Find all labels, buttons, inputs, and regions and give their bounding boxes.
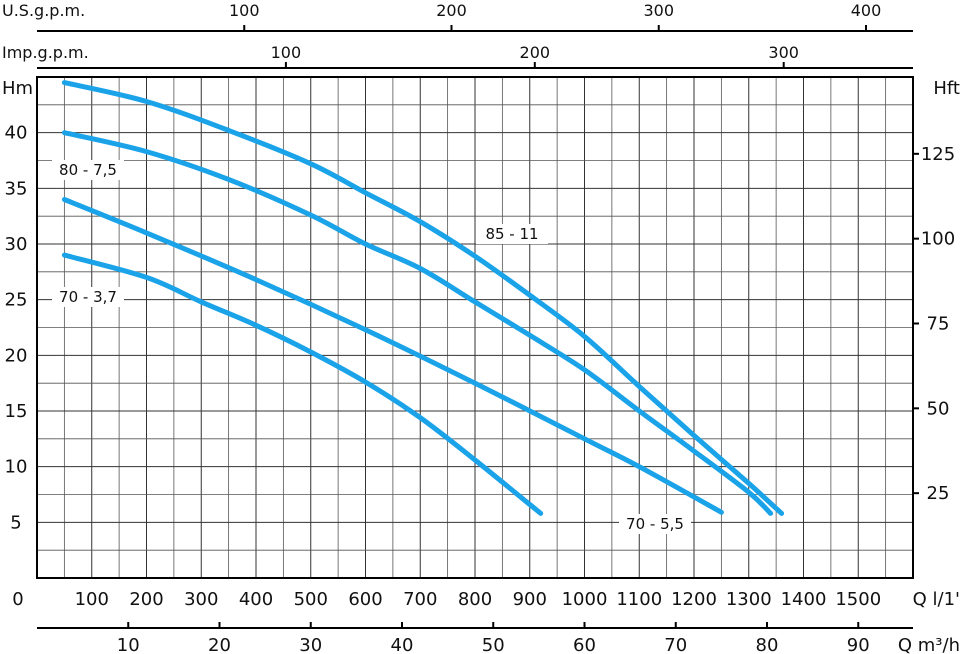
axes [36, 25, 919, 629]
imp-gpm-tick-label: 300 [768, 43, 799, 62]
lmin-axis-label: Q l/1' [913, 589, 960, 610]
lmin-tick-label: 800 [458, 589, 492, 610]
curve-label-bg [52, 160, 124, 180]
lmin-tick-label: 600 [348, 589, 382, 610]
m3h-tick-label: 80 [756, 635, 779, 654]
hm-tick-label: 30 [5, 234, 28, 255]
plot-frame [36, 76, 914, 579]
grid [37, 77, 913, 578]
imp-gpm-axis-label: Imp.g.p.m. [2, 43, 89, 62]
pump-curve-70-3-7 [61, 252, 544, 516]
lmin-tick-label: 1500 [835, 589, 881, 610]
lmin-tick-label: 1100 [616, 589, 662, 610]
us-gpm-tick-label: 300 [643, 1, 674, 20]
m3h-tick-label: 60 [573, 635, 596, 654]
pump-curve-80-7-5 [61, 130, 774, 516]
lmin-tick-label: 1400 [781, 589, 827, 610]
pump-curves [61, 80, 785, 516]
hm-tick-label: 20 [5, 345, 28, 366]
hm-tick-label: 25 [5, 290, 28, 311]
pump-curve-70-5-5 [61, 197, 724, 515]
m3h-tick-label: 90 [847, 635, 870, 654]
us-gpm-tick-label: 400 [851, 1, 882, 20]
lmin-tick-label: 1000 [562, 589, 608, 610]
m3h-axis-label: Q m³/h [898, 635, 960, 654]
curve-label-bg [476, 224, 548, 244]
hft-tick-label: 25 [927, 483, 950, 504]
lmin-tick-label: 500 [294, 589, 328, 610]
lmin-tick-label: 200 [129, 589, 163, 610]
lmin-tick-label: 300 [184, 589, 218, 610]
hm-tick-label: 35 [5, 178, 28, 199]
hft-tick-label: 75 [927, 313, 950, 334]
m3h-tick-label: 30 [299, 635, 322, 654]
lmin-tick-label: 900 [513, 589, 547, 610]
m3h-tick-label: 40 [391, 635, 414, 654]
hft-tick-label: 125 [921, 144, 955, 165]
m3h-tick-label: 20 [208, 635, 231, 654]
us-gpm-axis-label: U.S.g.p.m. [2, 1, 85, 20]
lmin-tick-label: 1200 [671, 589, 717, 610]
lmin-tick-label: 100 [75, 589, 109, 610]
imp-gpm-tick-label: 200 [520, 43, 551, 62]
curve-label: 70 - 5,5 [626, 515, 684, 533]
us-gpm-tick-label: 100 [229, 1, 260, 20]
curve-label-bg [619, 514, 691, 534]
hm-tick-label: 10 [5, 457, 28, 478]
m3h-tick-label: 50 [482, 635, 505, 654]
imp-gpm-tick-label: 100 [271, 43, 302, 62]
hft-tick-label: 50 [927, 398, 950, 419]
hm-tick-label: 40 [5, 123, 28, 144]
pump-curve-85-11 [61, 80, 785, 516]
hm-tick-label: 15 [5, 401, 28, 422]
m3h-tick-label: 10 [117, 635, 140, 654]
lmin-tick-label: 400 [239, 589, 273, 610]
curve-label-bg [52, 287, 124, 307]
hft-axis-label: Hft [933, 78, 960, 99]
lmin-tick-label: 0 [12, 589, 23, 610]
hm-tick-label: 5 [10, 512, 21, 533]
hft-tick-label: 100 [921, 229, 955, 250]
hm-axis-label: Hm [2, 78, 33, 99]
curve-label: 85 - 11 [485, 225, 538, 243]
lmin-tick-label: 1300 [726, 589, 772, 610]
us-gpm-tick-label: 200 [436, 1, 467, 20]
lmin-tick-label: 700 [403, 589, 437, 610]
m3h-tick-label: 70 [664, 635, 687, 654]
curve-label: 70 - 3,7 [59, 288, 117, 306]
curve-label: 80 - 7,5 [59, 161, 117, 179]
